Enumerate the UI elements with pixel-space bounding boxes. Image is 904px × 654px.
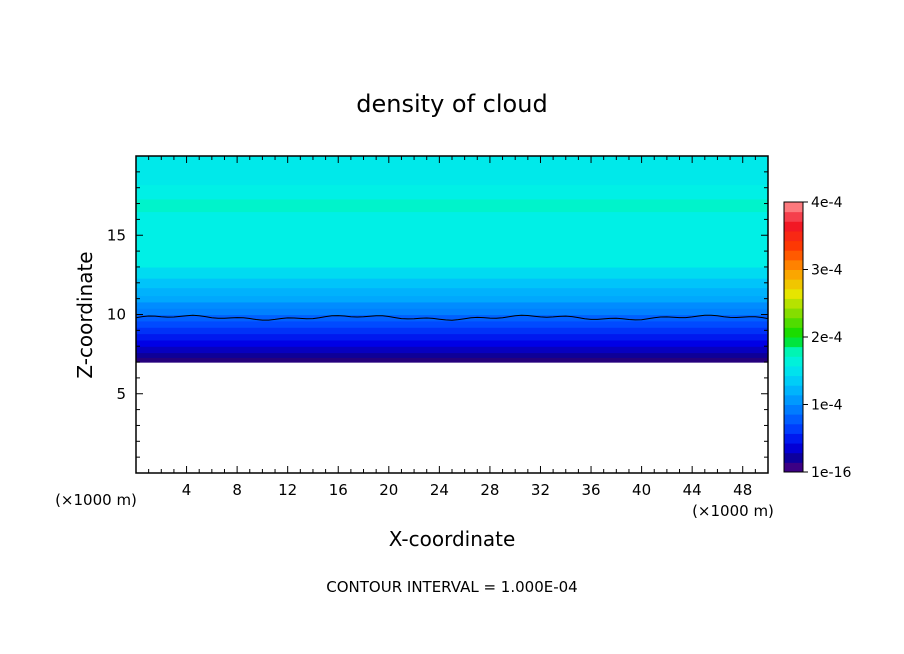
colorbar-swatch bbox=[784, 385, 803, 396]
colorbar-swatch bbox=[784, 346, 803, 357]
colorbar-swatch bbox=[784, 394, 803, 405]
contour-band bbox=[136, 295, 768, 303]
contour-band bbox=[136, 352, 768, 358]
contour-band bbox=[136, 314, 768, 322]
colorbar-tick-label: 4e-4 bbox=[811, 195, 843, 211]
colorbar-swatch bbox=[784, 404, 803, 415]
x-tick-label: 36 bbox=[581, 481, 600, 499]
x-tick-label: 32 bbox=[531, 481, 550, 499]
x-unit-label: (×1000 m) bbox=[55, 491, 137, 509]
contour-band bbox=[136, 339, 768, 347]
colorbar-swatch bbox=[784, 259, 803, 270]
contour-band bbox=[136, 320, 768, 328]
x-tick-label: 24 bbox=[430, 481, 449, 499]
x-tick-label: 20 bbox=[379, 481, 398, 499]
colorbar-ticks: 1e-16 1e-4 2e-4 3e-4 4e-4 bbox=[803, 195, 851, 481]
y-axis-ticks: 5 10 15 bbox=[107, 171, 768, 458]
colorbar-tick-label: 1e-16 bbox=[811, 465, 851, 481]
contour-field bbox=[136, 156, 768, 363]
colorbar-swatch bbox=[784, 317, 803, 328]
x-tick-label: 48 bbox=[733, 481, 752, 499]
y-tick-label: 15 bbox=[107, 226, 126, 244]
colorbar-swatch bbox=[784, 211, 803, 222]
colorbar bbox=[784, 202, 803, 473]
x-tick-label: 40 bbox=[632, 481, 651, 499]
contour-band bbox=[136, 278, 768, 289]
contour-band bbox=[136, 301, 768, 309]
x-tick-label: 16 bbox=[329, 481, 348, 499]
contour-band bbox=[136, 266, 768, 279]
contour-band bbox=[136, 357, 768, 363]
contour-band bbox=[136, 211, 768, 268]
contour-band bbox=[136, 346, 768, 354]
colorbar-swatch bbox=[784, 230, 803, 242]
x-axis-title: X-coordinate bbox=[389, 527, 516, 551]
colorbar-swatch bbox=[784, 375, 803, 386]
contour-line bbox=[135, 314, 769, 321]
colorbar-swatch bbox=[784, 443, 803, 454]
y-unit-label: (×1000 m) bbox=[692, 502, 774, 520]
colorbar-swatch bbox=[784, 221, 803, 232]
colorbar-tick-label: 1e-4 bbox=[811, 398, 843, 414]
colorbar-swatch bbox=[784, 433, 803, 444]
contour-band bbox=[136, 287, 768, 297]
colorbar-swatch bbox=[784, 414, 803, 425]
contour-band bbox=[136, 198, 768, 213]
y-axis-title: Z-coordinate bbox=[73, 251, 97, 378]
y-tick-label: 10 bbox=[107, 306, 126, 324]
x-axis-ticks: 4 8 12 16 20 24 28 32 36 40 44 48 bbox=[148, 156, 756, 499]
colorbar-tick-label: 3e-4 bbox=[811, 263, 843, 279]
colorbar-swatch bbox=[784, 327, 803, 338]
colorbar-swatch bbox=[784, 337, 803, 348]
contour-band bbox=[136, 308, 768, 316]
colorbar-swatch bbox=[784, 356, 803, 367]
colorbar-swatch bbox=[784, 298, 803, 309]
y-tick-label: 5 bbox=[116, 385, 126, 403]
contour-interval-note: CONTOUR INTERVAL = 1.000E-04 bbox=[326, 578, 577, 596]
colorbar-swatch bbox=[784, 202, 803, 213]
colorbar-swatch bbox=[784, 269, 803, 280]
contour-band bbox=[136, 156, 768, 186]
chart-title: density of cloud bbox=[356, 90, 547, 118]
contour-band bbox=[136, 333, 768, 341]
colorbar-swatch bbox=[784, 452, 803, 463]
colorbar-tick-label: 2e-4 bbox=[811, 330, 843, 346]
colorbar-swatch bbox=[784, 279, 803, 290]
x-tick-label: 8 bbox=[232, 481, 242, 499]
contour-band bbox=[136, 327, 768, 335]
colorbar-swatch bbox=[784, 288, 803, 299]
colorbar-swatch bbox=[784, 423, 803, 434]
x-tick-label: 12 bbox=[278, 481, 297, 499]
colorbar-swatch bbox=[784, 240, 803, 251]
colorbar-swatch bbox=[784, 462, 803, 473]
x-tick-label: 4 bbox=[182, 481, 192, 499]
x-tick-label: 28 bbox=[480, 481, 499, 499]
colorbar-swatch bbox=[784, 250, 803, 261]
contour-band bbox=[136, 184, 768, 200]
colorbar-swatch bbox=[784, 308, 803, 319]
colorbar-swatch bbox=[784, 365, 803, 377]
x-tick-label: 44 bbox=[683, 481, 702, 499]
